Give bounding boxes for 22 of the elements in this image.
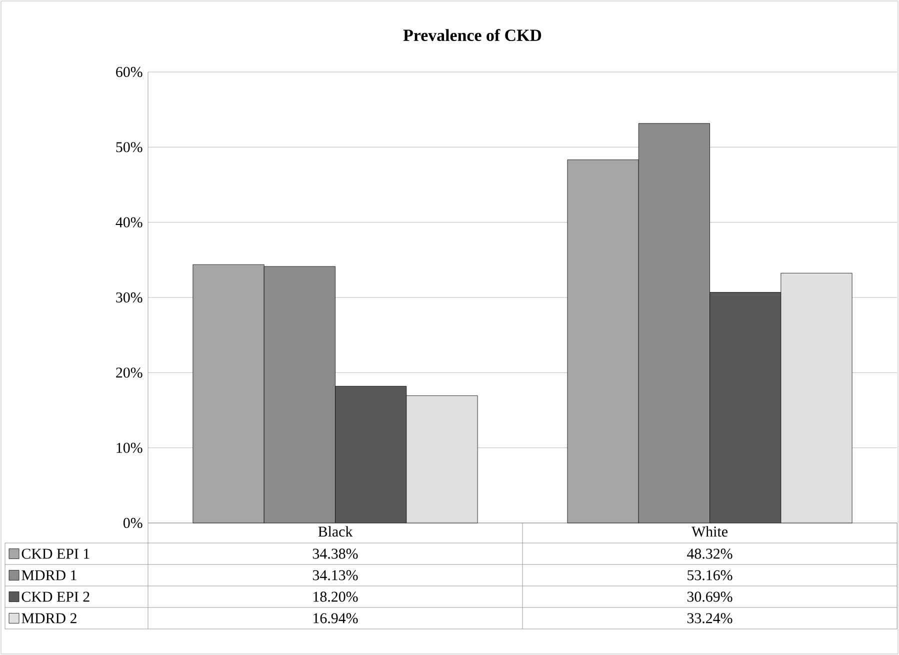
data-label: 33.24% [687,613,732,624]
legend-label: MDRD 1 [22,570,76,580]
data-label: 34.13% [312,570,358,580]
chart-title: Prevalence of CKD [403,28,542,42]
data-label: 48.32% [687,548,732,559]
data-label: 53.16% [688,570,732,580]
data-label: 34.38% [312,548,358,559]
data-label: 18.20% [314,592,358,602]
y-tick-label: 10% [116,442,142,453]
y-tick-label: 50% [116,142,142,152]
data-label: 30.69% [687,592,732,602]
y-tick-label: 30% [116,292,142,303]
legend-label: CKD EPI 1 [22,548,90,559]
data-label: 16.94% [314,613,358,624]
legend-label: MDRD 2 [22,613,76,624]
y-tick-label: 60% [116,66,142,78]
x-tick-label: Black [318,526,353,537]
legend-label: CKD EPI 2 [22,592,90,602]
y-tick-label: 40% [116,217,142,228]
x-tick-label: White [692,526,728,537]
y-tick-label: 20% [116,368,142,378]
y-tick-label: 0% [123,518,142,528]
